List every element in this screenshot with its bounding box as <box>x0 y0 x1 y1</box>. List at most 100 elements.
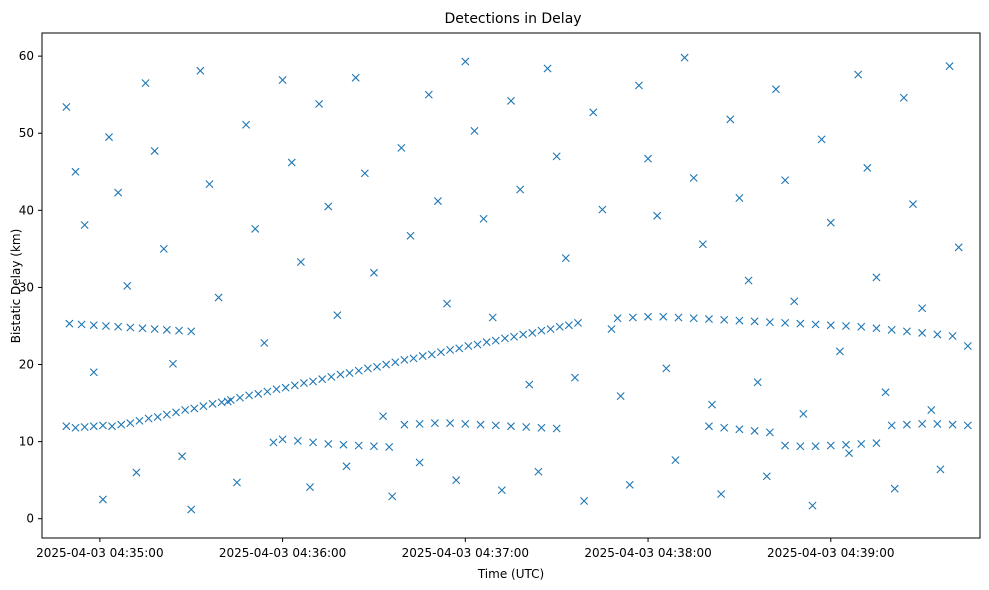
data-point <box>354 366 363 375</box>
data-point <box>662 364 671 373</box>
data-point <box>750 426 759 435</box>
data-point <box>339 440 348 449</box>
scatter-marks <box>62 53 972 514</box>
data-point <box>385 443 394 452</box>
data-point <box>309 438 318 447</box>
data-point <box>570 373 579 382</box>
data-point <box>765 318 774 327</box>
data-point <box>799 409 808 418</box>
data-point <box>479 214 488 223</box>
data-point <box>281 383 290 392</box>
data-point <box>105 133 113 142</box>
data-point <box>409 354 418 363</box>
data-point <box>309 377 318 386</box>
data-point <box>826 218 835 227</box>
data-point <box>114 322 123 331</box>
data-point <box>214 293 223 302</box>
data-point <box>415 419 424 428</box>
data-point <box>790 297 799 306</box>
data-point <box>382 360 391 369</box>
data-point <box>708 400 716 409</box>
data-point <box>452 476 461 485</box>
data-point <box>65 319 74 328</box>
data-point <box>735 194 744 202</box>
data-point <box>720 315 729 324</box>
y-tick-label: 20 <box>19 358 34 372</box>
x-axis-ticks: 2025-04-03 04:35:00 2025-04-03 04:36:00 20… <box>36 538 894 560</box>
data-point <box>698 240 707 249</box>
data-point <box>278 76 287 85</box>
data-point <box>351 73 360 82</box>
x-tick-label: 2025-04-03 04:39:00 <box>767 546 894 560</box>
data-point <box>199 402 208 411</box>
data-point <box>564 321 573 330</box>
x-tick-label: 2025-04-03 04:37:00 <box>402 546 529 560</box>
data-point <box>717 490 726 499</box>
data-point <box>306 483 314 492</box>
data-point <box>208 399 217 408</box>
data-point <box>491 336 500 345</box>
data-point <box>71 423 80 432</box>
data-point <box>342 462 351 471</box>
data-point <box>251 224 260 233</box>
data-point <box>750 317 759 326</box>
data-point <box>680 53 689 62</box>
x-tick-label: 2025-04-03 04:36:00 <box>219 546 346 560</box>
data-point <box>954 243 963 252</box>
data-point <box>887 421 896 430</box>
data-point <box>561 254 570 263</box>
data-point <box>187 327 196 336</box>
data-point <box>162 410 171 419</box>
data-point <box>948 332 957 340</box>
data-point <box>927 406 936 415</box>
data-point <box>461 419 470 428</box>
data-point <box>196 66 205 75</box>
data-point <box>726 115 735 124</box>
data-point <box>516 185 525 194</box>
data-point <box>671 456 680 465</box>
data-point <box>543 64 552 73</box>
data-point <box>704 315 713 324</box>
y-axis-ticks: 0 10 20 30 40 50 60 <box>19 49 42 526</box>
data-point <box>963 421 972 430</box>
x-tick-label: 2025-04-03 04:35:00 <box>36 546 163 560</box>
data-point <box>369 268 378 277</box>
y-tick-label: 10 <box>19 435 34 449</box>
data-point <box>427 350 436 359</box>
data-point <box>796 442 805 451</box>
data-point <box>482 338 491 347</box>
data-point <box>150 325 159 334</box>
data-point <box>500 334 509 343</box>
data-point <box>854 70 863 79</box>
data-point <box>126 323 135 332</box>
data-point <box>153 412 162 421</box>
data-point <box>552 152 561 161</box>
data-point <box>762 472 771 481</box>
data-point <box>507 96 515 105</box>
data-point <box>598 205 607 214</box>
chart-title: Detections in Delay <box>444 11 581 27</box>
data-point <box>899 93 908 102</box>
data-point <box>817 135 826 144</box>
data-point <box>552 424 561 433</box>
data-point <box>902 327 911 336</box>
data-point <box>580 497 589 505</box>
data-point <box>842 440 850 449</box>
data-point <box>293 436 302 445</box>
data-point <box>781 441 790 450</box>
data-point <box>135 416 144 425</box>
data-point <box>546 325 555 334</box>
data-point <box>890 484 899 493</box>
data-point <box>497 486 506 495</box>
data-point <box>909 200 917 209</box>
data-point <box>948 420 957 429</box>
data-point <box>537 423 546 432</box>
data-point <box>735 425 744 434</box>
data-point <box>150 146 159 155</box>
data-point <box>245 391 254 400</box>
y-tick-label: 0 <box>26 512 34 526</box>
data-point <box>360 169 369 178</box>
data-point <box>735 316 744 325</box>
data-point <box>436 348 445 357</box>
data-point <box>863 163 872 172</box>
